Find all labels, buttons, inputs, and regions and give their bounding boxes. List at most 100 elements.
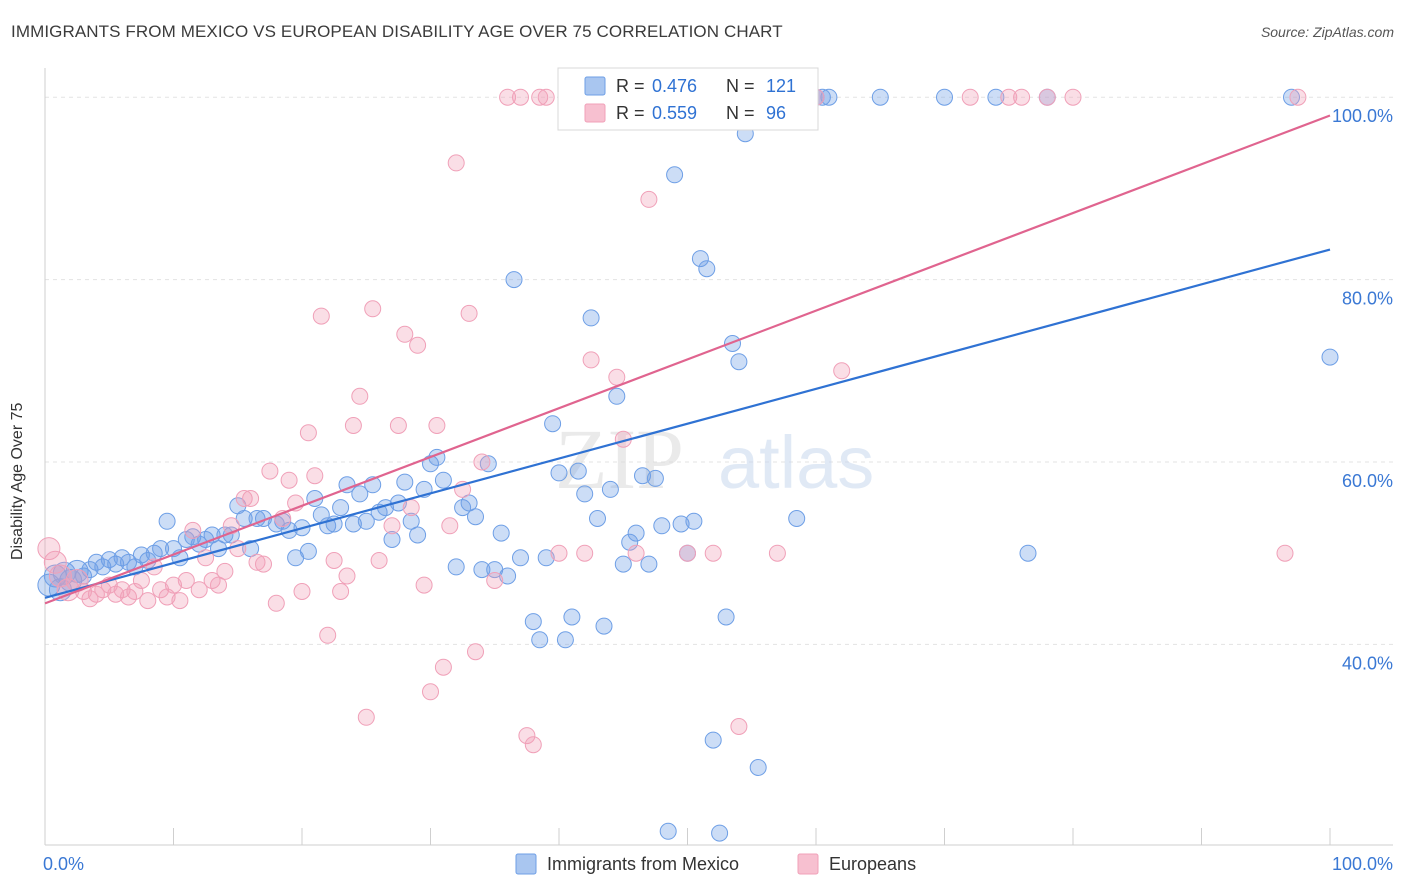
bottom-legend: Immigrants from Mexico Europeans [515, 853, 916, 875]
point-mexico [576, 485, 594, 503]
point-european [1038, 88, 1056, 106]
point-european [344, 417, 362, 434]
trend-lines [44, 114, 1331, 605]
point-mexico [479, 455, 497, 473]
point-mexico [332, 499, 350, 517]
point-mexico [544, 415, 562, 433]
point-mexico [460, 494, 478, 512]
series-europeans-points [37, 88, 1307, 754]
point-mexico [936, 88, 953, 106]
series-mexico-points [37, 88, 1339, 842]
point-mexico [601, 480, 619, 498]
point-mexico [299, 542, 317, 560]
point-european [730, 718, 748, 735]
point-european [576, 544, 594, 562]
legend-n-label-europeans: N = [726, 103, 755, 123]
point-european [524, 736, 542, 754]
point-mexico [512, 549, 529, 567]
point-european [235, 490, 253, 507]
point-mexico [434, 471, 452, 489]
point-mexico [820, 88, 838, 106]
point-european [537, 88, 555, 106]
point-mexico [396, 473, 414, 491]
point-european [351, 387, 369, 405]
point-mexico [608, 387, 626, 405]
point-mexico [499, 567, 517, 585]
point-european [434, 658, 452, 676]
legend-swatch-mexico [584, 76, 606, 96]
point-mexico [666, 166, 684, 184]
legend-r-value-mexico: 0.476 [652, 76, 697, 96]
point-european [1064, 88, 1082, 106]
point-european [132, 572, 150, 589]
x-tick-label: 100.0% [1332, 854, 1393, 874]
point-european [833, 362, 851, 380]
point-mexico [871, 88, 889, 106]
point-european [306, 467, 324, 485]
point-mexico [422, 455, 439, 473]
point-mexico [563, 608, 581, 626]
point-mexico [685, 512, 703, 530]
point-european [499, 88, 517, 106]
point-european [210, 576, 227, 594]
point-european [467, 643, 484, 661]
point-european [531, 88, 549, 106]
axes [44, 68, 1393, 846]
point-mexico [492, 524, 510, 542]
bottom-legend-swatch-europeans [797, 853, 819, 875]
legend-n-value-europeans: 96 [766, 103, 786, 123]
gridlines [45, 96, 1393, 645]
point-mexico [1019, 544, 1037, 562]
chart-title: IMMIGRANTS FROM MEXICO VS EUROPEAN DISAB… [11, 22, 783, 41]
point-european [293, 583, 311, 600]
point-european [415, 576, 433, 594]
legend-r-label-mexico: R = [616, 76, 645, 96]
point-european [171, 592, 189, 610]
legend-swatch-europeans [584, 103, 606, 123]
point-mexico [107, 555, 125, 573]
point-european [1289, 88, 1307, 106]
point-mexico [595, 617, 613, 635]
point-european [242, 490, 260, 507]
point-european [486, 572, 504, 589]
point-mexico [1283, 88, 1300, 106]
point-mexico [184, 528, 202, 546]
point-european [383, 517, 401, 535]
point-european [255, 555, 272, 573]
point-mexico [640, 555, 658, 573]
point-european [177, 572, 195, 589]
point-european [184, 521, 202, 539]
point-european [473, 453, 491, 471]
point-european [152, 581, 170, 599]
point-european [422, 683, 439, 701]
watermark-atlas: atlas [718, 421, 874, 504]
point-european [113, 581, 131, 599]
point-mexico [672, 515, 690, 533]
point-european [441, 517, 459, 535]
point-european [43, 550, 67, 574]
point-mexico [987, 88, 1005, 106]
point-european [512, 88, 529, 106]
point-mexico [467, 508, 484, 526]
x-tick-label: 0.0% [43, 854, 84, 874]
point-european [190, 581, 208, 599]
point-european [409, 336, 427, 354]
point-mexico [1321, 348, 1339, 366]
point-mexico [589, 510, 606, 527]
point-european [627, 544, 645, 562]
watermark: ZIP atlas [555, 411, 874, 507]
point-european [582, 351, 600, 369]
point-mexico [235, 510, 253, 527]
point-mexico [730, 353, 748, 371]
point-mexico [634, 467, 651, 485]
point-mexico [646, 469, 664, 487]
bottom-legend-label-mexico: Immigrants from Mexico [547, 854, 739, 874]
y-tick-label: 40.0% [1342, 653, 1393, 673]
point-european [679, 544, 696, 562]
y-tick-labels: 40.0% 60.0% 80.0% 100.0% [1332, 106, 1393, 673]
point-european [267, 594, 285, 612]
legend-r-label-europeans: R = [616, 103, 645, 123]
point-european [139, 592, 157, 610]
point-european [280, 471, 298, 489]
y-tick-label: 100.0% [1332, 106, 1393, 126]
